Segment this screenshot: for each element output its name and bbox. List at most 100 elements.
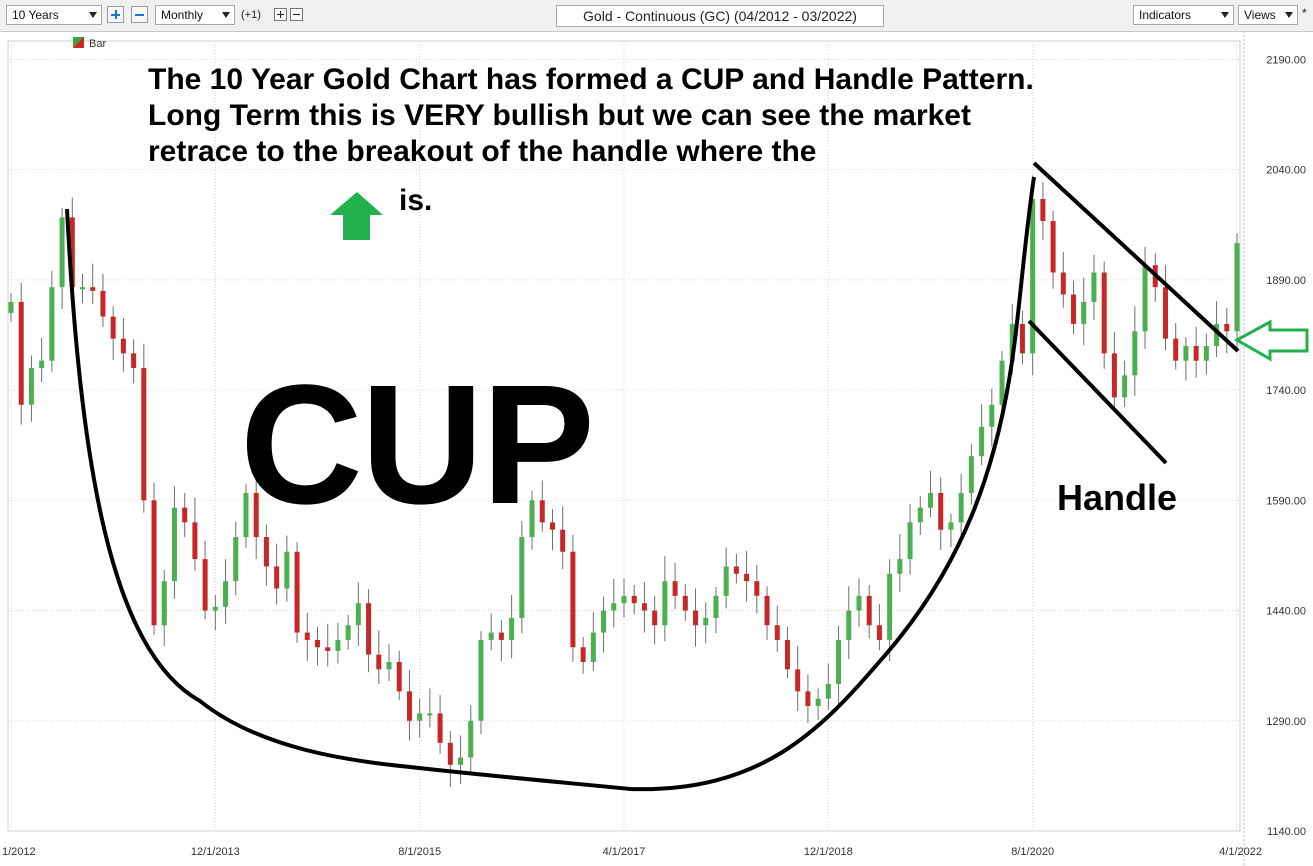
candle-body bbox=[631, 595, 637, 604]
candle-body bbox=[979, 426, 985, 457]
candle-body bbox=[1183, 345, 1189, 361]
candle-body bbox=[355, 603, 361, 626]
candle-body bbox=[1173, 338, 1179, 361]
cup-label: CUP bbox=[240, 350, 595, 540]
y-tick-label: 1140.00 bbox=[1267, 826, 1306, 838]
candle-body bbox=[641, 603, 647, 611]
candle-body bbox=[100, 290, 106, 317]
candle-body bbox=[8, 301, 14, 313]
candle-body bbox=[560, 529, 566, 552]
candle-body bbox=[549, 522, 555, 530]
price-chart[interactable]: 1140.00 1290.00 1440.00 1590.00 1740.00 1890.… bbox=[0, 31, 1313, 866]
candle-body bbox=[1060, 272, 1066, 295]
candle-body bbox=[713, 595, 719, 618]
candle-body bbox=[171, 507, 177, 582]
candle-body bbox=[468, 720, 474, 758]
bar-legend-swatch bbox=[73, 37, 84, 48]
candle-body bbox=[744, 573, 750, 582]
candle-body bbox=[284, 551, 290, 589]
candle-body bbox=[774, 625, 780, 640]
candle-body bbox=[335, 639, 341, 651]
candle-body bbox=[437, 713, 443, 743]
period-select[interactable]: 10 Years bbox=[6, 5, 102, 25]
y-tick-label: 1740.00 bbox=[1266, 385, 1306, 397]
candle-body bbox=[1224, 323, 1230, 332]
candle-body bbox=[754, 581, 760, 596]
drawings bbox=[65, 161, 1309, 792]
candle-body bbox=[304, 632, 310, 640]
candle-body bbox=[723, 566, 729, 596]
candle-body bbox=[907, 522, 913, 560]
x-tick-label: 4/1/2022 bbox=[1219, 846, 1262, 858]
candle-body bbox=[999, 360, 1005, 405]
candle-body bbox=[580, 647, 586, 662]
candle-body bbox=[417, 713, 423, 721]
candle-body bbox=[621, 595, 627, 604]
candle-body bbox=[1050, 221, 1056, 273]
candle-body bbox=[652, 610, 658, 626]
cup-curve bbox=[65, 176, 1036, 792]
period-select-label: 10 Years bbox=[12, 8, 59, 22]
candle-body bbox=[866, 595, 872, 626]
candle-body bbox=[28, 368, 34, 405]
views-select[interactable]: Views bbox=[1238, 5, 1298, 25]
candle-body bbox=[151, 500, 157, 626]
candle-body bbox=[733, 566, 739, 574]
candle-body bbox=[672, 581, 678, 596]
zoom-out-button[interactable] bbox=[131, 6, 148, 23]
candle-body bbox=[1214, 323, 1220, 346]
chart-title: Gold - Continuous (GC) (04/2012 - 03/202… bbox=[556, 5, 884, 27]
x-tick-label: 1/2012 bbox=[2, 846, 36, 858]
offset-label: (+1) bbox=[241, 9, 261, 21]
annotation-note-end: is. bbox=[399, 184, 433, 217]
candles bbox=[8, 175, 1240, 787]
candle-body bbox=[498, 632, 504, 640]
candle-body bbox=[764, 595, 770, 626]
candle-body bbox=[366, 603, 372, 655]
indicators-select-label: Indicators bbox=[1139, 8, 1192, 22]
remove-offset-button[interactable] bbox=[290, 8, 303, 21]
candle-body bbox=[233, 537, 239, 582]
chevron-down-icon bbox=[222, 12, 230, 18]
candle-body bbox=[938, 492, 944, 530]
candle-body bbox=[1234, 243, 1240, 332]
candle-body bbox=[682, 595, 688, 611]
candle-body bbox=[825, 684, 831, 699]
candle-body bbox=[1071, 294, 1077, 324]
candle-body bbox=[1091, 272, 1097, 302]
candle-body bbox=[488, 632, 494, 640]
legend: Bar bbox=[73, 37, 106, 50]
candle-body bbox=[519, 537, 525, 618]
indicators-select[interactable]: Indicators bbox=[1133, 5, 1234, 25]
candle-body bbox=[601, 610, 607, 633]
candle-body bbox=[784, 639, 790, 670]
candle-body bbox=[1111, 353, 1117, 398]
zoom-in-button[interactable] bbox=[107, 6, 124, 23]
y-tick-label: 1290.00 bbox=[1266, 716, 1306, 728]
candle-body bbox=[1081, 301, 1087, 324]
candle-body bbox=[447, 742, 453, 765]
candle-body bbox=[161, 581, 167, 626]
candle-body bbox=[989, 404, 995, 427]
toolbar: 10 Years Monthly (+1) Gold - Continuous … bbox=[0, 0, 1313, 32]
chevron-down-icon bbox=[89, 12, 97, 18]
candle-body bbox=[192, 522, 198, 560]
candle-body bbox=[1142, 265, 1148, 332]
interval-select-label: Monthly bbox=[161, 8, 204, 22]
candle-body bbox=[223, 581, 229, 607]
candle-body bbox=[1101, 272, 1107, 354]
up-arrow-icon bbox=[330, 192, 383, 240]
interval-select[interactable]: Monthly bbox=[155, 5, 235, 25]
candle-body bbox=[1009, 323, 1015, 361]
candle-body bbox=[928, 492, 933, 508]
breakout-arrow-icon bbox=[1233, 319, 1309, 362]
candle-body bbox=[39, 360, 45, 369]
x-tick-label: 8/1/2020 bbox=[1011, 846, 1054, 858]
y-tick-label: 2040.00 bbox=[1266, 165, 1306, 177]
add-offset-button[interactable] bbox=[274, 8, 287, 21]
annotation-note: The 10 Year Gold Chart has formed a CUP … bbox=[148, 63, 1034, 168]
candle-body bbox=[1122, 375, 1128, 398]
candle-body bbox=[876, 625, 882, 640]
chevron-down-icon bbox=[1285, 12, 1293, 18]
candle-body bbox=[386, 661, 392, 670]
